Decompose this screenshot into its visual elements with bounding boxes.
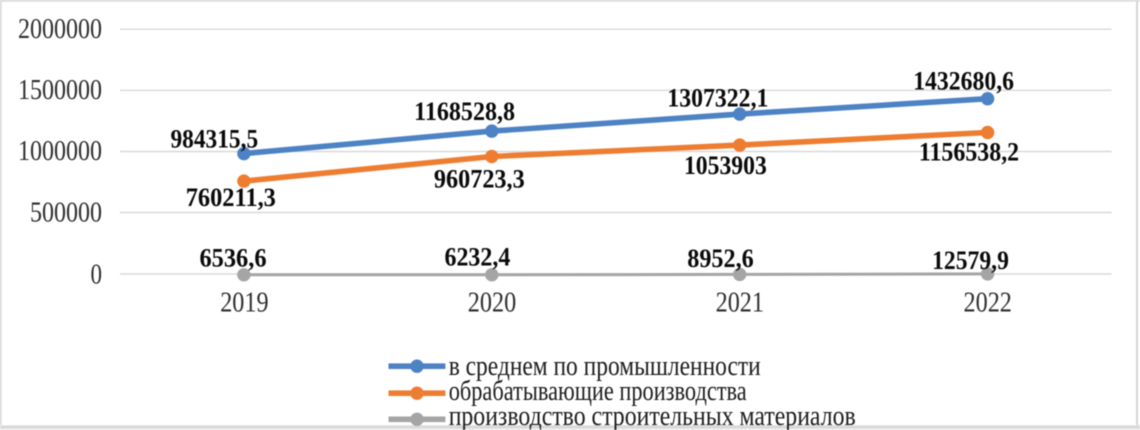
svg-text:12579,9: 12579,9 [932,246,1009,275]
svg-text:1053903: 1053903 [684,151,767,180]
svg-text:984315,5: 984315,5 [170,125,258,154]
svg-text:1156538,2: 1156538,2 [919,137,1019,166]
svg-text:в среднем по промышленности: в среднем по промышленности [449,351,761,382]
svg-text:производство строительных мате: производство строительных материалов [449,401,856,430]
svg-text:1307322,1: 1307322,1 [667,83,768,112]
svg-text:8952,6: 8952,6 [687,244,754,273]
svg-text:2022: 2022 [964,288,1012,319]
svg-text:1432680,6: 1432680,6 [913,66,1014,95]
svg-text:960723,3: 960723,3 [434,164,525,193]
svg-text:2019: 2019 [220,288,268,319]
svg-text:2020: 2020 [468,288,516,319]
svg-text:2000000: 2000000 [18,14,102,45]
svg-text:500000: 500000 [30,197,102,228]
svg-text:0: 0 [91,259,103,290]
svg-text:1000000: 1000000 [18,136,102,167]
svg-text:2021: 2021 [716,288,764,319]
svg-text:обрабатывающие производства: обрабатывающие производства [449,376,747,407]
svg-text:6536,6: 6536,6 [199,243,266,272]
svg-text:760211,3: 760211,3 [186,183,276,212]
svg-text:1168528,8: 1168528,8 [414,97,515,126]
svg-text:1500000: 1500000 [18,75,102,106]
svg-text:6232,4: 6232,4 [445,243,511,272]
